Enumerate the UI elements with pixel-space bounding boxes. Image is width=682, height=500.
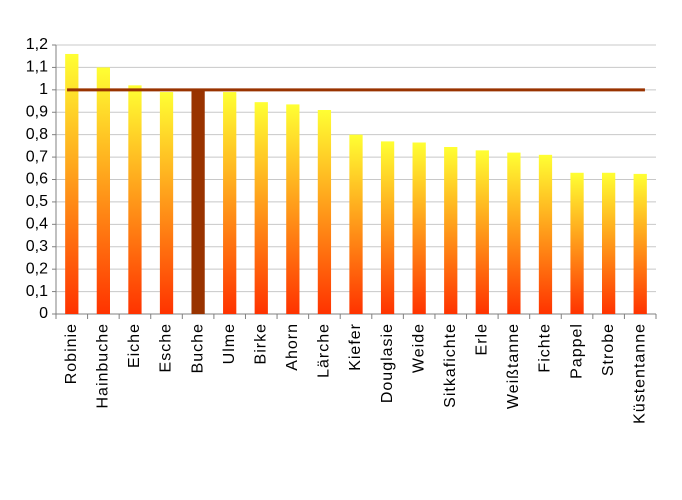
bar xyxy=(223,92,237,314)
bar xyxy=(570,172,584,314)
x-tick-label: Hainbuche xyxy=(95,323,112,409)
x-tick-label: Kiefer xyxy=(347,323,364,371)
y-tick-label: 0,2 xyxy=(26,260,48,277)
y-tick-label: 0,7 xyxy=(26,148,48,165)
x-tick-label: Douglasie xyxy=(379,323,396,403)
x-tick-label: Fichte xyxy=(537,323,554,373)
bar xyxy=(191,89,205,314)
bar xyxy=(65,53,79,314)
x-tick-label: Weide xyxy=(410,323,427,373)
x-tick-label: Küstentanne xyxy=(631,323,648,424)
y-tick-label: 0,4 xyxy=(26,216,48,233)
x-tick-label: Strobe xyxy=(600,323,617,376)
bar xyxy=(254,102,268,314)
bar xyxy=(633,173,647,314)
y-tick-label: 0,5 xyxy=(26,193,48,210)
bar xyxy=(507,152,521,314)
bar xyxy=(602,172,616,314)
bar xyxy=(475,150,489,314)
x-tick-label: Robinie xyxy=(63,323,80,384)
y-tick-label: 0 xyxy=(39,305,48,322)
y-tick-label: 0,8 xyxy=(26,126,48,143)
bar xyxy=(128,85,142,314)
bar xyxy=(412,142,426,314)
x-tick-label: Ahorn xyxy=(284,323,301,371)
x-tick-label: Lärche xyxy=(316,323,333,378)
bar xyxy=(96,67,110,315)
x-tick-label: Weißtanne xyxy=(505,323,522,409)
bar xyxy=(444,146,458,314)
y-tick-label: 0,6 xyxy=(26,171,48,188)
x-tick-label: Esche xyxy=(158,323,175,372)
bar xyxy=(349,134,363,314)
bar xyxy=(380,141,395,314)
y-tick-label: 0,1 xyxy=(26,283,48,300)
y-tick-label: 1,2 xyxy=(26,36,48,53)
y-tick-label: 1 xyxy=(39,81,48,98)
bar xyxy=(286,104,300,314)
x-tick-label: Ulme xyxy=(221,323,238,364)
bar xyxy=(317,110,332,314)
x-tick-label: Sitkafichte xyxy=(442,323,459,408)
bar xyxy=(159,92,174,314)
bar xyxy=(538,154,553,314)
y-tick-label: 0,3 xyxy=(26,238,48,255)
y-tick-label: 0,9 xyxy=(26,103,48,120)
x-tick-label: Eiche xyxy=(126,323,143,368)
y-tick-label: 1,1 xyxy=(26,59,48,76)
x-tick-label: Buche xyxy=(189,323,206,373)
x-tick-label: Erle xyxy=(474,323,491,355)
x-tick-label: Pappel xyxy=(568,323,585,379)
x-tick-label: Birke xyxy=(252,323,269,364)
